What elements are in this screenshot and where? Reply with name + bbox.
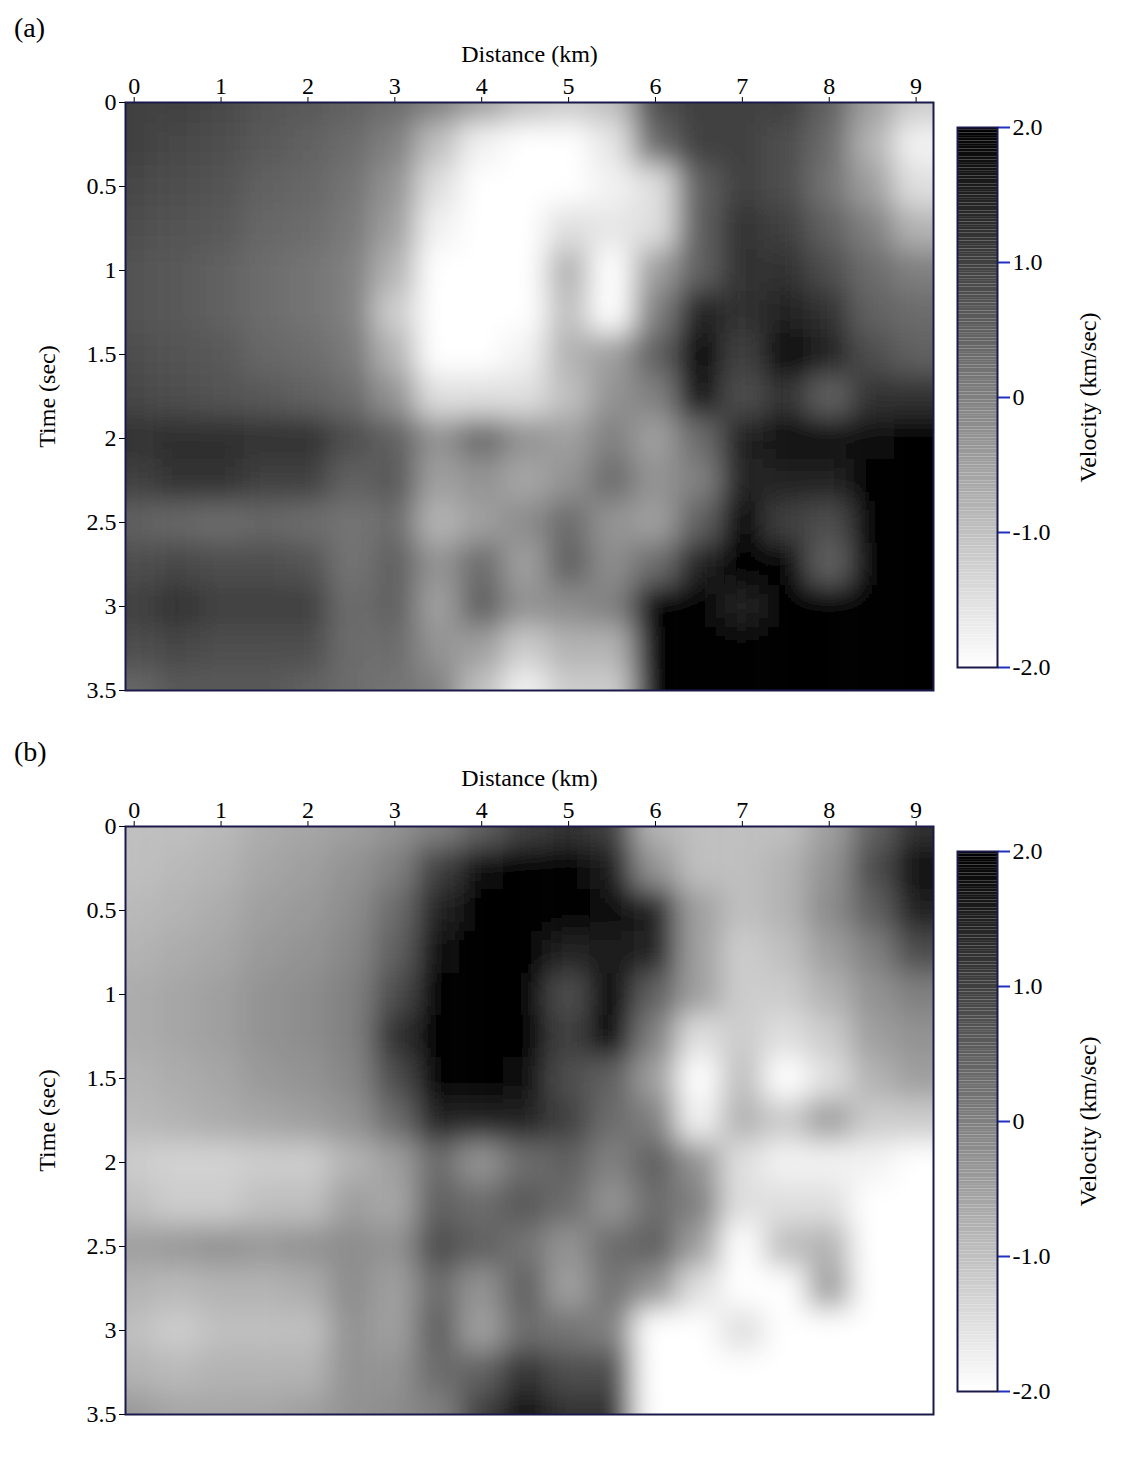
svg-text:3: 3 [105, 1317, 117, 1343]
svg-text:2: 2 [302, 73, 314, 99]
svg-text:9: 9 [910, 73, 922, 99]
svg-text:1.5: 1.5 [87, 341, 117, 367]
svg-text:7: 7 [736, 73, 748, 99]
svg-text:1: 1 [105, 257, 117, 283]
svg-text:3.5: 3.5 [87, 1401, 117, 1427]
svg-text:2.5: 2.5 [87, 1233, 117, 1259]
svg-text:2: 2 [105, 1149, 117, 1175]
svg-text:2.5: 2.5 [87, 509, 117, 535]
html-text:(a): (a) [14, 12, 46, 43]
svg-text:Velocity (km/sec): Velocity (km/sec) [1075, 313, 1101, 483]
svg-text:0.5: 0.5 [87, 173, 117, 199]
svg-text:5: 5 [563, 73, 575, 99]
svg-text:1: 1 [105, 981, 117, 1007]
svg-text:2.0: 2.0 [1013, 838, 1043, 864]
svg-text:0: 0 [105, 813, 117, 839]
html-text:(b): (b) [14, 736, 47, 767]
svg-text:7: 7 [736, 797, 748, 823]
svg-text:3: 3 [105, 593, 117, 619]
svg-text:Distance (km): Distance (km) [461, 41, 598, 67]
svg-text:6: 6 [649, 797, 661, 823]
svg-text:2.0: 2.0 [1013, 114, 1043, 140]
svg-text:6: 6 [649, 73, 661, 99]
svg-text:4: 4 [476, 797, 488, 823]
svg-text:1.5: 1.5 [87, 1065, 117, 1091]
svg-text:0.5: 0.5 [87, 897, 117, 923]
svg-text:2: 2 [105, 425, 117, 451]
svg-text:-2.0: -2.0 [1013, 654, 1051, 680]
svg-text:1: 1 [215, 797, 227, 823]
svg-text:-2.0: -2.0 [1013, 1378, 1051, 1404]
svg-text:3: 3 [389, 73, 401, 99]
svg-text:0: 0 [128, 797, 140, 823]
svg-text:1.0: 1.0 [1013, 973, 1043, 999]
svg-text:2: 2 [302, 797, 314, 823]
svg-text:-1.0: -1.0 [1013, 519, 1051, 545]
svg-text:8: 8 [823, 797, 835, 823]
svg-text:1.0: 1.0 [1013, 249, 1043, 275]
svg-text:0: 0 [1013, 384, 1025, 410]
svg-text:0: 0 [105, 89, 117, 115]
svg-text:-1.0: -1.0 [1013, 1243, 1051, 1269]
svg-text:Time (sec): Time (sec) [34, 1069, 60, 1171]
svg-text:5: 5 [563, 797, 575, 823]
svg-text:Distance (km): Distance (km) [461, 765, 598, 791]
svg-text:0: 0 [1013, 1108, 1025, 1134]
svg-text:0: 0 [128, 73, 140, 99]
svg-text:4: 4 [476, 73, 488, 99]
svg-text:Time (sec): Time (sec) [34, 345, 60, 447]
svg-text:3.5: 3.5 [87, 677, 117, 703]
svg-text:Velocity (km/sec): Velocity (km/sec) [1075, 1037, 1101, 1207]
svg-text:9: 9 [910, 797, 922, 823]
svg-text:1: 1 [215, 73, 227, 99]
svg-text:8: 8 [823, 73, 835, 99]
svg-text:3: 3 [389, 797, 401, 823]
